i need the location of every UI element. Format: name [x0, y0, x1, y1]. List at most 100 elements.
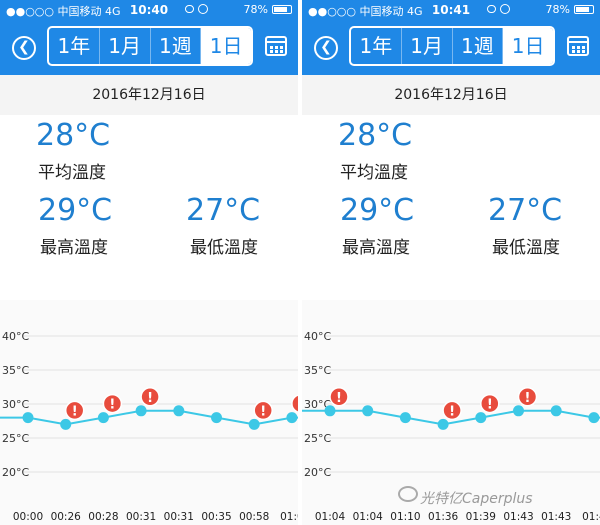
alert-exclamation-icon: !: [147, 391, 153, 406]
y-tick-label: 35°C: [2, 364, 29, 377]
carrier-label: ●●○○○ 中国移动 4G: [308, 5, 423, 18]
temperature-chart: 40°C 35°C 30°C 25°C 20°C! 01:04 01:04 01:10! 01:…: [302, 300, 600, 525]
tab-1-month[interactable]: 1月: [402, 28, 453, 64]
x-tick-label: 00:28: [88, 511, 118, 523]
battery-icon: [574, 5, 594, 14]
data-point: [248, 418, 260, 430]
x-tick-label: 01:43: [541, 511, 571, 523]
alert-icon: [253, 400, 273, 421]
calendar-icon[interactable]: [567, 36, 589, 56]
date-label: 2016年12月16日: [302, 75, 600, 115]
y-tick-label: 30°C: [2, 398, 29, 411]
rotation-lock-icon: [185, 5, 194, 13]
alert-exclamation-icon: !: [260, 404, 266, 419]
x-tick-label: 01:0: [280, 511, 298, 523]
y-tick-label: 25°C: [2, 432, 29, 445]
min-temp-label: 最低溫度: [492, 238, 560, 258]
x-tick-label: 00:58: [239, 511, 269, 523]
data-point: [362, 405, 374, 417]
data-point: [437, 418, 449, 430]
period-tabs: 1年 1月 1週 1日: [47, 26, 253, 66]
min-temp-value: 27°C: [488, 193, 563, 228]
alert-icon: [480, 393, 500, 414]
tab-1-month[interactable]: 1月: [100, 28, 151, 64]
x-tick-label: 00:35: [201, 511, 231, 523]
data-point: [135, 405, 147, 417]
back-button[interactable]: ❮: [314, 36, 338, 60]
tab-1-day[interactable]: 1日: [201, 28, 251, 64]
max-temp-value: 29°C: [340, 193, 415, 228]
tab-1-week[interactable]: 1週: [151, 28, 202, 64]
x-tick-label: 00:00: [13, 511, 43, 523]
data-point: [588, 412, 600, 424]
status-bar: ●●○○○ 中国移动 4G 10:41 78%: [302, 0, 600, 20]
data-point: [60, 418, 72, 430]
data-point: [324, 405, 336, 417]
y-tick-label: 20°C: [2, 466, 29, 479]
data-point: [173, 405, 185, 417]
temperature-chart-svg: 40°C 35°C 30°C 25°C 20°C 00:00! 00:26! 00:28! 00…: [0, 330, 298, 523]
x-tick-label: 01:04: [353, 511, 384, 523]
temperature-series-line: [302, 409, 600, 426]
avg-temp-value: 28°C: [36, 118, 111, 153]
data-point: [513, 405, 524, 417]
chevron-left-icon: ❮: [320, 39, 332, 55]
data-point: [211, 412, 222, 424]
right-screen: ●●○○○ 中国移动 4G 10:41 78% ❮ 1年 1月 1週 1日 20…: [302, 0, 600, 525]
alarm-icon: [198, 4, 208, 14]
y-tick-label: 20°C: [304, 466, 331, 479]
tab-1-year[interactable]: 1年: [49, 28, 100, 64]
min-temp-value: 27°C: [186, 193, 261, 228]
max-temp-value: 29°C: [38, 193, 113, 228]
alert-exclamation-icon: !: [449, 404, 455, 419]
nav-bar: ❮ 1年 1月 1週 1日: [302, 20, 600, 75]
alert-icon: [102, 393, 123, 414]
alert-icon: [442, 400, 462, 421]
status-bar: ●●○○○ 中国移动 4G 10:40 78%: [0, 0, 298, 20]
temperature-chart-svg: 40°C 35°C 30°C 25°C 20°C! 01:04 01:04 01:10! 01:…: [302, 330, 600, 523]
data-point: [97, 412, 109, 424]
y-tick-label: 30°C: [304, 398, 331, 411]
y-tick-label: 25°C: [304, 432, 331, 445]
back-button[interactable]: ❮: [12, 36, 36, 60]
temperature-series-line: [0, 409, 298, 426]
status-time: 10:41: [431, 3, 471, 17]
battery-percent: 78%: [545, 3, 570, 16]
x-tick-label: 00:31: [126, 511, 156, 523]
max-temp-label: 最高溫度: [342, 238, 410, 258]
x-tick-label: 01:10: [390, 511, 420, 523]
y-tick-label: 35°C: [304, 364, 331, 377]
alert-icon: [140, 387, 160, 407]
battery-icon: [272, 5, 292, 14]
chevron-left-icon: ❮: [18, 39, 30, 55]
x-tick-label: 00:31: [164, 511, 194, 523]
alert-exclamation-icon: !: [487, 398, 493, 413]
avg-temp-label: 平均溫度: [340, 163, 408, 183]
calendar-icon[interactable]: [265, 36, 287, 56]
alert-exclamation-icon: !: [525, 391, 531, 406]
wechat-icon: [398, 486, 418, 502]
y-tick-label: 40°C: [304, 330, 331, 343]
avg-temp-label: 平均溫度: [38, 163, 106, 183]
watermark-text: 光特亿Caperplus: [420, 491, 533, 507]
tab-1-year[interactable]: 1年: [351, 28, 402, 64]
max-temp-label: 最高溫度: [40, 238, 108, 258]
alarm-icon: [500, 4, 510, 14]
x-tick-label: 01:43: [503, 511, 533, 523]
tab-1-week[interactable]: 1週: [453, 28, 504, 64]
data-point: [550, 405, 562, 417]
avg-temp-value: 28°C: [338, 118, 413, 153]
x-tick-label: 01:36: [428, 511, 459, 523]
x-tick-label: 00:26: [51, 511, 82, 523]
carrier-label: ●●○○○ 中国移动 4G: [6, 5, 121, 18]
alert-exclamation-icon: !: [109, 398, 115, 413]
tab-1-day[interactable]: 1日: [503, 28, 553, 64]
temperature-chart: 40°C 35°C 30°C 25°C 20°C 00:00! 00:26! 00:28! 00…: [0, 300, 298, 525]
screen-divider: [298, 0, 302, 525]
alert-icon: [64, 400, 85, 421]
period-tabs: 1年 1月 1週 1日: [349, 26, 555, 66]
alert-icon: [329, 387, 349, 407]
alert-exclamation-icon: !: [72, 404, 78, 419]
x-tick-label: 01:04: [315, 511, 346, 523]
min-temp-label: 最低溫度: [190, 238, 258, 258]
